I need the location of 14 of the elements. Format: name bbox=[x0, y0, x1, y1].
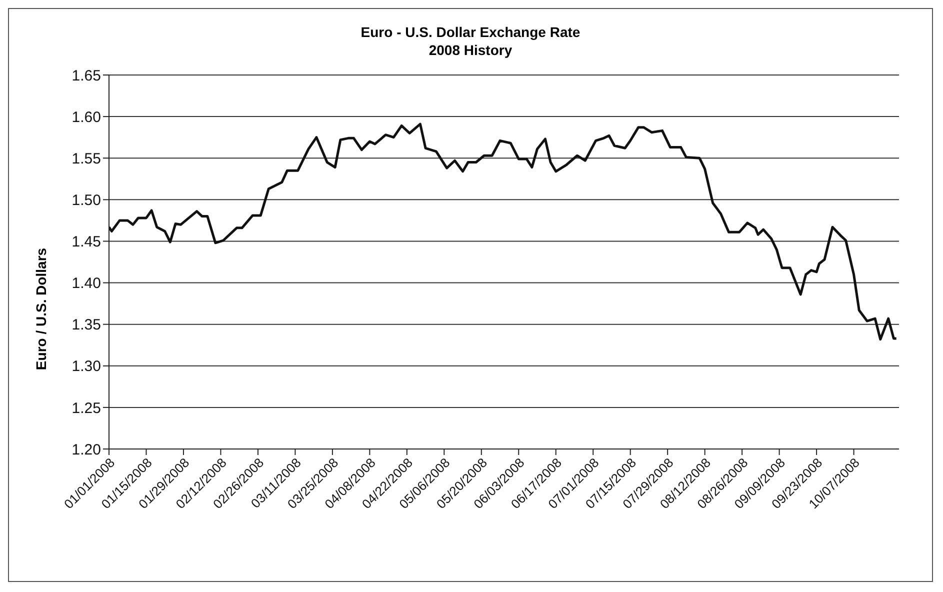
line-series bbox=[109, 122, 898, 341]
y-tick-label: 1.60 bbox=[72, 108, 101, 126]
y-axis-title: Euro / U.S. Dollars bbox=[33, 248, 49, 370]
y-tick-label: 1.55 bbox=[72, 150, 101, 168]
chart-subtitle: 2008 History bbox=[428, 41, 514, 59]
y-tick-label: 1.25 bbox=[72, 400, 101, 417]
y-tick-label: 1.35 bbox=[72, 316, 101, 334]
y-tick-label: 1.20 bbox=[72, 441, 101, 458]
y-tick-label: 1.45 bbox=[72, 234, 101, 251]
y-tick-label: 1.65 bbox=[72, 67, 101, 84]
y-tick-label: 1.50 bbox=[72, 192, 101, 209]
chart-title: Euro - U.S. Dollar Exchange Rate bbox=[360, 23, 582, 41]
y-tick-label: 1.30 bbox=[72, 358, 101, 376]
y-tick-label: 1.40 bbox=[72, 275, 101, 292]
